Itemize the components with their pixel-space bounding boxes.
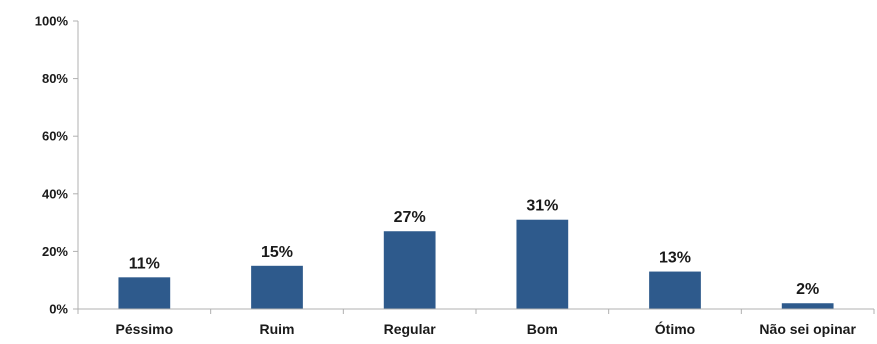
y-tick-label: 60% bbox=[42, 129, 68, 144]
category-label: Bom bbox=[527, 321, 558, 337]
bar bbox=[781, 303, 834, 309]
bars bbox=[118, 219, 834, 309]
category-label: Ótimo bbox=[655, 320, 695, 337]
data-label: 27% bbox=[394, 209, 426, 226]
bar bbox=[383, 231, 436, 309]
bar bbox=[251, 265, 303, 309]
data-labels: 11% 15% 27% 31% 13% 2% bbox=[129, 198, 819, 299]
data-label: 11% bbox=[129, 255, 160, 272]
data-label: 31% bbox=[526, 198, 558, 215]
category-label: Ruim bbox=[260, 321, 295, 337]
bar bbox=[649, 271, 701, 309]
y-tick-label: 0% bbox=[49, 302, 68, 317]
data-label: 15% bbox=[261, 244, 293, 261]
bar bbox=[516, 219, 569, 309]
data-label: 13% bbox=[659, 250, 691, 267]
y-tick-label: 80% bbox=[42, 71, 68, 86]
category-label: Regular bbox=[384, 321, 437, 337]
category-label: Não sei opinar bbox=[759, 321, 856, 337]
y-tick-label: 40% bbox=[42, 186, 68, 201]
y-tick-label: 20% bbox=[42, 244, 68, 259]
y-axis: 0% 20% 40% 60% 80% 100% bbox=[35, 14, 875, 317]
bar bbox=[118, 277, 171, 309]
data-label: 2% bbox=[796, 281, 819, 298]
category-label: Péssimo bbox=[116, 321, 174, 337]
y-tick-label: 100% bbox=[35, 14, 69, 29]
x-axis: Péssimo Ruim Regular Bom Ótimo Não sei opinar bbox=[116, 320, 857, 337]
